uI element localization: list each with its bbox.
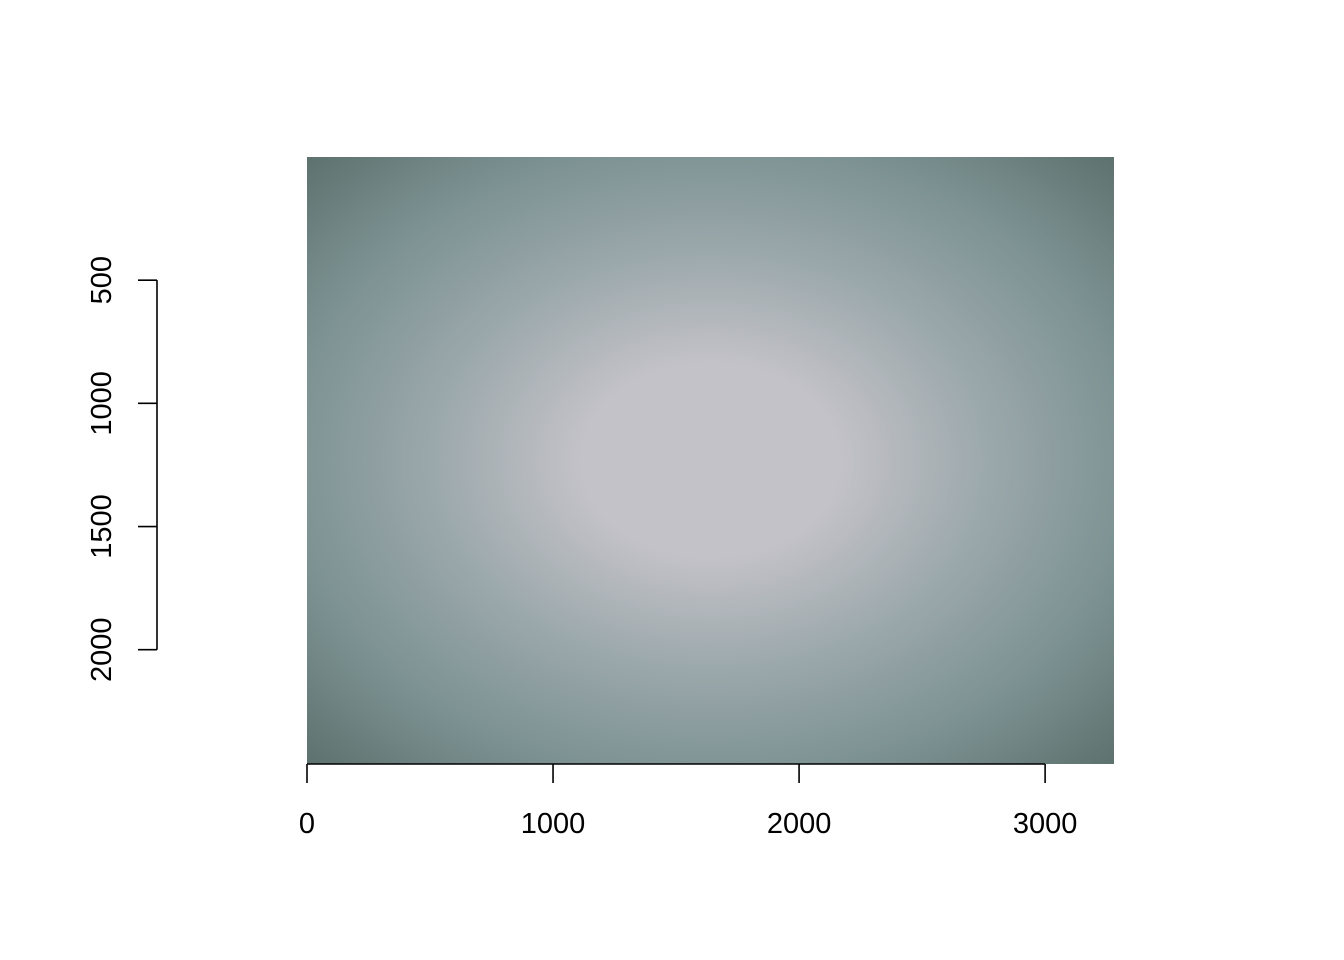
raster-image xyxy=(307,157,1114,764)
x-tick-label: 0 xyxy=(299,808,315,840)
y-tick-label: 500 xyxy=(86,256,118,304)
x-tick-label: 3000 xyxy=(1013,808,1078,840)
y-tick-label: 2000 xyxy=(86,617,118,682)
y-tick-label: 1500 xyxy=(86,494,118,559)
x-tick-label: 2000 xyxy=(767,808,832,840)
y-tick-label: 1000 xyxy=(86,371,118,436)
y-axis: 500 1000 1500 2000 xyxy=(86,256,158,682)
x-axis: 0 1000 2000 3000 xyxy=(299,763,1078,840)
x-tick-label: 1000 xyxy=(521,808,586,840)
